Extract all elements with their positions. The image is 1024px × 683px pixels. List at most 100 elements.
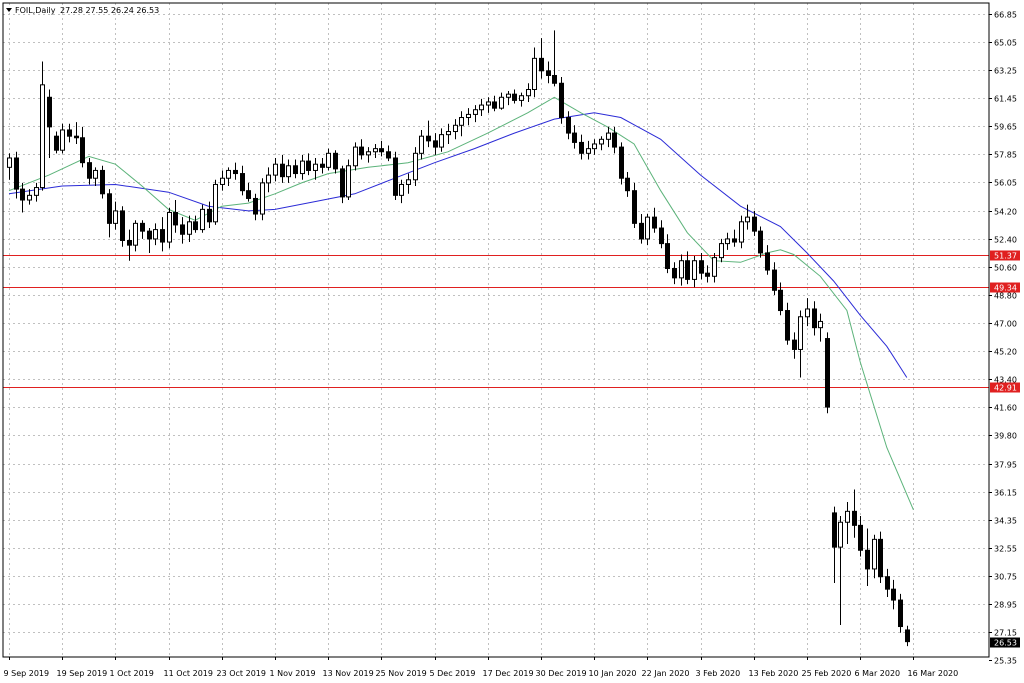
candle[interactable] — [173, 200, 178, 233]
candle[interactable] — [74, 122, 79, 144]
candle[interactable] — [732, 229, 737, 247]
candle[interactable] — [719, 238, 724, 263]
candle[interactable] — [67, 123, 72, 143]
candle[interactable] — [160, 217, 165, 252]
candle[interactable] — [592, 139, 597, 155]
candle[interactable] — [226, 167, 231, 187]
candle[interactable] — [499, 92, 504, 110]
candle[interactable] — [526, 83, 531, 102]
candle[interactable] — [692, 256, 697, 288]
candle[interactable] — [792, 332, 797, 359]
candle[interactable] — [606, 126, 611, 148]
candle[interactable] — [546, 61, 551, 84]
candle[interactable] — [466, 108, 471, 126]
candle[interactable] — [532, 47, 537, 98]
chevron-down-icon[interactable] — [6, 8, 12, 12]
candle[interactable] — [891, 579, 896, 610]
candle[interactable] — [413, 147, 418, 187]
candle[interactable] — [492, 95, 497, 112]
candle[interactable] — [865, 528, 870, 587]
candle[interactable] — [439, 128, 444, 152]
candle[interactable] — [300, 154, 305, 180]
candle[interactable] — [832, 506, 837, 583]
candle[interactable] — [506, 91, 511, 106]
candle[interactable] — [905, 625, 910, 647]
candle[interactable] — [758, 226, 763, 258]
candle[interactable] — [133, 220, 138, 252]
candle[interactable] — [752, 210, 757, 236]
candle[interactable] — [193, 215, 198, 233]
candle[interactable] — [652, 207, 657, 233]
candle[interactable] — [253, 193, 258, 221]
candle[interactable] — [679, 254, 684, 286]
candle[interactable] — [878, 531, 883, 583]
candle[interactable] — [725, 232, 730, 250]
candle[interactable] — [446, 123, 451, 144]
candle[interactable] — [825, 332, 830, 414]
candle[interactable] — [34, 182, 39, 202]
candle[interactable] — [453, 119, 458, 140]
candle[interactable] — [27, 189, 32, 205]
candle[interactable] — [818, 313, 823, 342]
candle[interactable] — [246, 182, 251, 202]
candle[interactable] — [47, 89, 52, 158]
candle[interactable] — [353, 142, 358, 171]
candle[interactable] — [433, 133, 438, 155]
candle[interactable] — [559, 77, 564, 124]
candle[interactable] — [745, 204, 750, 230]
candle[interactable] — [113, 201, 118, 230]
candle[interactable] — [213, 179, 218, 225]
candle[interactable] — [872, 534, 877, 579]
candle[interactable] — [140, 220, 145, 239]
candle[interactable] — [127, 229, 132, 261]
candle[interactable] — [639, 214, 644, 244]
candle[interactable] — [599, 136, 604, 151]
candle[interactable] — [306, 153, 311, 176]
candle[interactable] — [20, 182, 25, 213]
candle[interactable] — [785, 302, 790, 345]
candle[interactable] — [858, 516, 863, 557]
candle[interactable] — [399, 179, 404, 204]
candle[interactable] — [366, 147, 371, 163]
candle[interactable] — [566, 111, 571, 140]
candle[interactable] — [87, 157, 92, 185]
candle[interactable] — [572, 125, 577, 149]
candle[interactable] — [326, 148, 331, 171]
candle[interactable] — [419, 129, 424, 160]
candle[interactable] — [80, 126, 85, 168]
candle[interactable] — [393, 151, 398, 201]
candle[interactable] — [426, 120, 431, 148]
candle[interactable] — [772, 262, 777, 295]
candle[interactable] — [486, 97, 491, 113]
candle[interactable] — [167, 207, 172, 249]
candle[interactable] — [632, 182, 637, 229]
candle[interactable] — [220, 170, 225, 191]
candle[interactable] — [739, 215, 744, 249]
candle[interactable] — [346, 159, 351, 201]
candle[interactable] — [612, 126, 617, 154]
candle[interactable] — [273, 157, 278, 182]
candle[interactable] — [586, 140, 591, 160]
candle[interactable] — [712, 252, 717, 283]
candle[interactable] — [845, 502, 850, 545]
candle[interactable] — [180, 217, 185, 244]
candle[interactable] — [40, 61, 45, 191]
candle[interactable] — [685, 251, 690, 285]
candle[interactable] — [379, 140, 384, 157]
candle[interactable] — [672, 262, 677, 285]
candle[interactable] — [333, 150, 338, 174]
candle[interactable] — [579, 134, 584, 160]
candle[interactable] — [153, 223, 158, 246]
candle[interactable] — [187, 215, 192, 243]
candle[interactable] — [320, 157, 325, 174]
candle[interactable] — [313, 157, 318, 180]
candle[interactable] — [459, 111, 464, 137]
candle[interactable] — [898, 593, 903, 633]
candle[interactable] — [266, 167, 271, 193]
candle[interactable] — [539, 38, 544, 79]
candle[interactable] — [147, 228, 152, 253]
candle[interactable] — [705, 265, 710, 283]
candle[interactable] — [359, 139, 364, 160]
candle[interactable] — [805, 298, 810, 327]
candle[interactable] — [120, 206, 125, 247]
